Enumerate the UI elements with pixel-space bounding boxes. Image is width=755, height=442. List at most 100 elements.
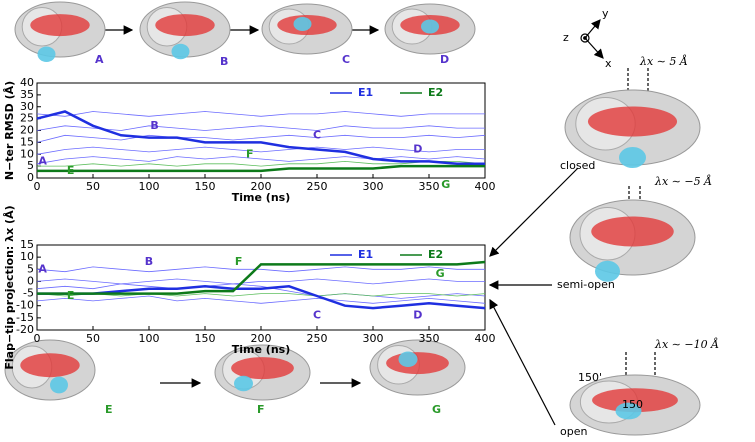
x-tick-label: 200 — [251, 180, 272, 193]
x-tick-label: 200 — [251, 332, 272, 345]
flap-region — [155, 14, 215, 37]
x-axis-label: Time (ns) — [232, 343, 290, 356]
protein-image — [14, 1, 106, 62]
lambda-label: λx ∼ −10 Å — [654, 337, 719, 351]
nter-region — [234, 375, 253, 392]
protein-image — [384, 3, 476, 55]
flap-region — [591, 216, 674, 247]
protein-image — [569, 199, 696, 282]
series-line — [36, 125, 485, 131]
nter-region — [50, 376, 68, 394]
y-tick-label: 15 — [20, 135, 34, 148]
y-tick-label: 35 — [20, 88, 34, 101]
x-tick-label: 300 — [363, 332, 384, 345]
state-label: E — [105, 403, 113, 416]
y-tick-label: 40 — [20, 76, 34, 89]
y-tick-label: 10 — [20, 147, 34, 160]
flap-region — [592, 388, 678, 413]
annotation: F — [246, 147, 254, 160]
flap-region — [386, 352, 449, 375]
nter-region — [293, 17, 312, 31]
annotation: B — [145, 255, 153, 268]
y-axis-label: Flap−tip projection: λx (Å) — [3, 205, 16, 369]
annotation: C — [313, 308, 321, 321]
annotation: E — [67, 289, 75, 302]
x-tick-label: 100 — [139, 180, 160, 193]
x-tick-label: 0 — [34, 180, 41, 193]
annotation: E — [67, 164, 75, 177]
state-label: F — [257, 403, 265, 416]
protein-image — [214, 344, 311, 401]
series-line — [36, 134, 486, 143]
legend-label: E2 — [428, 86, 443, 99]
state-label: A — [95, 53, 104, 66]
y-tick-label: 5 — [27, 262, 34, 275]
y-tick-label: 0 — [27, 171, 34, 184]
nter-region — [37, 46, 56, 62]
annotation: C — [313, 128, 321, 141]
annotation: F — [235, 255, 243, 268]
x-tick-label: 150 — [195, 180, 216, 193]
state-arrows — [105, 25, 579, 426]
state-label: B — [220, 55, 228, 68]
y-tick-label: -15 — [16, 311, 34, 324]
y-tick-label: -10 — [16, 299, 34, 312]
lambda-label: λx ∼ −5 Å — [654, 174, 712, 188]
state-name: semi-open — [557, 278, 615, 291]
annotation: B — [150, 119, 158, 132]
series-line — [37, 285, 486, 310]
axis-name: z — [563, 31, 569, 44]
y-tick-label: 10 — [20, 250, 34, 263]
state-name: open — [560, 425, 587, 438]
series-line — [36, 283, 486, 299]
series-line — [36, 111, 485, 117]
y-tick-label: 15 — [20, 238, 34, 251]
annotation: A — [38, 154, 47, 167]
series-line — [36, 293, 486, 297]
protein-image — [569, 374, 701, 436]
x-axis-label: Time (ns) — [232, 191, 290, 204]
legend-label: E1 — [358, 86, 373, 99]
legend-label: E1 — [358, 248, 373, 261]
x-tick-label: 250 — [307, 180, 328, 193]
state-label: D — [440, 53, 449, 66]
series-line — [36, 295, 486, 304]
series-line — [36, 156, 486, 165]
annotation: G — [436, 267, 445, 280]
x-tick-label: 50 — [86, 180, 100, 193]
lambda-label: λx ∼ 5 Å — [639, 54, 688, 68]
nter-region — [171, 43, 190, 60]
nter-region — [398, 351, 418, 367]
series-line — [36, 278, 485, 285]
state-label: C — [342, 53, 350, 66]
flap-region — [231, 357, 294, 380]
flap-region — [587, 106, 678, 137]
series-line — [37, 160, 486, 167]
protein-image — [4, 339, 96, 401]
nter-region — [421, 19, 439, 34]
y-tick-label: 30 — [20, 100, 34, 113]
x-tick-label: 150 — [195, 332, 216, 345]
residue-label: 150' — [578, 371, 602, 384]
annotation: D — [413, 143, 422, 156]
axis-name: y — [602, 7, 609, 20]
axis-icon — [580, 19, 656, 380]
x-tick-label: 350 — [419, 332, 440, 345]
state-name: closed — [560, 159, 595, 172]
series-line — [37, 164, 485, 173]
series-line — [36, 266, 485, 273]
y-tick-label: -20 — [16, 323, 34, 336]
x-tick-label: 400 — [475, 180, 496, 193]
nter-region — [595, 260, 620, 282]
protein-image — [261, 3, 353, 55]
y-tick-label: 20 — [20, 124, 34, 137]
flap-region — [20, 353, 80, 378]
annotation: D — [413, 308, 422, 321]
x-tick-label: 0 — [34, 332, 41, 345]
x-tick-label: 250 — [307, 332, 328, 345]
nter-region — [615, 402, 642, 420]
annotation: A — [38, 262, 47, 275]
y-axis-label: N−ter RMSD (Å) — [3, 81, 16, 180]
y-tick-label: -5 — [23, 287, 34, 300]
